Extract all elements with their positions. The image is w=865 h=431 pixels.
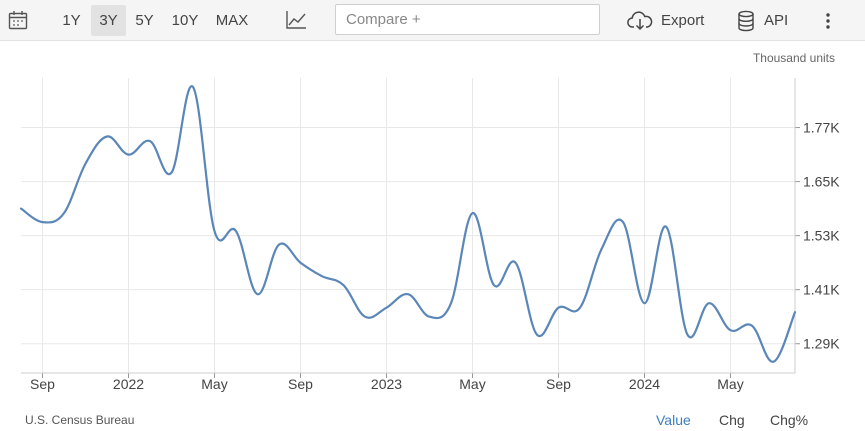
line-chart: 1.77K 1.65K 1.53K 1.41K 1.29K Sep 2022 May Sep 20…	[17, 78, 840, 392]
range-3y-button[interactable]: 3Y	[91, 5, 126, 36]
data-point[interactable]	[469, 209, 477, 217]
data-point[interactable]	[684, 331, 692, 339]
data-point[interactable]	[318, 272, 326, 280]
source-label: U.S. Census Bureau	[25, 413, 135, 427]
data-point[interactable]	[146, 137, 154, 145]
data-point[interactable]	[727, 326, 735, 334]
x-tick-label: 2022	[113, 376, 144, 392]
x-tick-label: May	[201, 376, 227, 392]
x-tick-label: Sep	[30, 376, 55, 392]
range-1y-button[interactable]: 1Y	[62, 12, 81, 29]
data-point[interactable]	[82, 160, 90, 168]
x-tick-label: Sep	[288, 376, 313, 392]
data-point[interactable]	[705, 299, 713, 307]
chg-percent-button[interactable]: Chg%	[770, 412, 809, 428]
x-tick-label: 2023	[371, 376, 402, 392]
data-point[interactable]	[211, 227, 219, 235]
data-point[interactable]	[770, 358, 778, 366]
data-point[interactable]	[361, 313, 369, 321]
data-point[interactable]	[254, 290, 262, 298]
more-vertical-icon[interactable]	[823, 12, 833, 30]
cloud-download-icon[interactable]	[627, 10, 653, 32]
data-point[interactable]	[189, 83, 197, 91]
data-point[interactable]	[512, 259, 520, 267]
x-tick-label: May	[717, 376, 743, 392]
unit-label: Thousand units	[752, 51, 835, 65]
data-point[interactable]	[232, 227, 240, 235]
y-tick-label: 1.29K	[803, 336, 840, 352]
data-point[interactable]	[168, 169, 176, 177]
toolbar: 1Y 3Y 5Y 10Y MAX Compare + Export API	[0, 0, 865, 41]
data-point[interactable]	[103, 133, 111, 141]
series	[17, 83, 799, 366]
x-tick-label: 2024	[629, 376, 660, 392]
data-point[interactable]	[17, 205, 25, 213]
data-point[interactable]	[791, 308, 799, 316]
y-tick-label: 1.65K	[803, 174, 840, 190]
data-point[interactable]	[340, 281, 348, 289]
chg-button[interactable]: Chg	[719, 412, 745, 428]
data-point[interactable]	[39, 218, 47, 226]
data-point[interactable]	[297, 259, 305, 267]
x-tick-label: May	[459, 376, 485, 392]
export-button[interactable]: Export	[661, 12, 705, 29]
database-icon[interactable]	[737, 10, 755, 32]
line-chart-icon[interactable]	[285, 10, 307, 30]
y-tick-label: 1.41K	[803, 282, 840, 298]
data-point[interactable]	[60, 209, 68, 217]
data-point[interactable]	[598, 245, 606, 253]
api-button[interactable]: API	[764, 12, 789, 29]
value-button[interactable]: Value	[656, 412, 691, 428]
calendar-icon[interactable]	[8, 10, 28, 30]
data-point[interactable]	[275, 241, 283, 249]
range-10y-button[interactable]: 10Y	[171, 12, 199, 29]
data-point[interactable]	[533, 331, 541, 339]
data-point[interactable]	[576, 304, 584, 312]
range-5y-button[interactable]: 5Y	[135, 12, 154, 29]
data-point[interactable]	[641, 299, 649, 307]
range-max-button[interactable]: MAX	[215, 12, 249, 29]
data-point[interactable]	[748, 322, 756, 330]
data-point[interactable]	[662, 223, 670, 231]
data-point[interactable]	[490, 281, 498, 289]
data-point[interactable]	[555, 304, 563, 312]
grid	[21, 78, 795, 373]
data-point[interactable]	[125, 151, 133, 159]
compare-input[interactable]: Compare +	[335, 4, 600, 35]
axes: 1.77K 1.65K 1.53K 1.41K 1.29K Sep 2022 May Sep 20…	[21, 78, 840, 392]
series-line	[19, 85, 797, 363]
y-tick-label: 1.53K	[803, 228, 840, 244]
data-point[interactable]	[383, 304, 391, 312]
x-tick-label: Sep	[546, 376, 571, 392]
data-point[interactable]	[426, 313, 434, 321]
y-tick-label: 1.77K	[803, 120, 840, 136]
data-point[interactable]	[404, 290, 412, 298]
data-point[interactable]	[447, 299, 455, 307]
data-point[interactable]	[619, 218, 627, 226]
